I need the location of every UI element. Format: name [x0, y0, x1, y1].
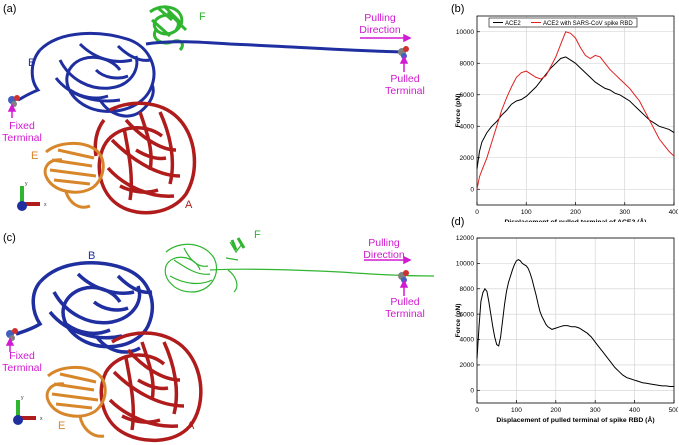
x-tick-label: 400 — [669, 209, 678, 216]
pulled-terminal-pointer — [399, 55, 409, 72]
chain-label-a-c: A — [187, 420, 195, 432]
chain-a-ribbon — [93, 101, 197, 215]
y-tick-label: 6000 — [460, 92, 475, 99]
pulled-terminal-pointer — [399, 279, 409, 296]
y-axis-label: Force (pN) — [455, 304, 462, 338]
fixed-terminal-pointer — [5, 337, 15, 352]
chain-b-ribbon — [15, 261, 154, 354]
series-line-1 — [476, 259, 674, 387]
x-tick-label: 300 — [619, 209, 630, 216]
y-tick-label: 10000 — [456, 261, 474, 268]
chain-a-ribbon — [99, 331, 203, 443]
y-tick-label: 4000 — [460, 123, 475, 130]
chart-b-force-vs-displacement: 01002003004000200040006000800010000Displ… — [455, 15, 678, 222]
panel-label-b: (b) — [451, 3, 465, 15]
x-tick-label: 0 — [475, 407, 479, 414]
legend-entry-2: ACE2 with SARS-CoV spike RBD — [543, 21, 633, 27]
pulling-direction-arrow — [360, 33, 412, 43]
pulled-terminal-label-c: Pulled Terminal — [385, 296, 425, 320]
rbd-molecule-render-c: y x — [5, 237, 435, 443]
y-tick-label: 10000 — [456, 29, 474, 36]
chain-label-e-a: E — [31, 150, 39, 162]
panel-label-a: (a) — [3, 3, 17, 15]
x-tick-label: 0 — [475, 209, 479, 216]
ace2-molecule-render-a: y x — [7, 4, 412, 215]
x-tick-label: 300 — [590, 407, 601, 414]
chain-b-ribbon — [17, 31, 401, 118]
y-axis-label: Force (pN) — [455, 94, 462, 128]
chart-d-force-vs-displacement: 0 100 200 300 400 500 0 2000 4000 6000 8000 10000 12… — [455, 235, 678, 424]
pulled-terminal-sphere — [398, 270, 409, 283]
chain-e-ribbon — [43, 142, 105, 209]
y-tick-label: 8000 — [460, 286, 475, 293]
fixed-terminal-pointer — [7, 103, 17, 118]
fixed-terminal-sphere — [8, 95, 20, 107]
axis-x-label: x — [44, 202, 47, 208]
x-axis-label: Displacement of pulled terminal of spike… — [496, 415, 654, 424]
y-tick-label: 6000 — [460, 311, 475, 318]
fixed-terminal-sphere — [6, 328, 18, 341]
legend-box — [488, 17, 638, 28]
pulling-direction-arrow — [364, 255, 412, 265]
x-tick-label: 100 — [511, 407, 522, 414]
legend-entry-1: ACE2 — [505, 21, 521, 27]
y-tick-label: 0 — [470, 388, 474, 395]
fixed-terminal-label-a: Fixed Terminal — [2, 120, 42, 144]
fixed-terminal-label-c: Fixed Terminal — [2, 350, 42, 374]
x-tick-label: 200 — [550, 407, 561, 414]
y-tick-label: 0 — [470, 186, 474, 193]
series-line-2 — [476, 31, 675, 190]
x-tick-label: 500 — [669, 407, 678, 414]
chain-label-f-a: F — [199, 11, 206, 23]
chain-label-b-a: B — [28, 57, 36, 69]
x-tick-label: 200 — [570, 209, 581, 216]
pulling-direction-label-c: Pulling Direction — [363, 237, 405, 261]
y-tick-label: 2000 — [460, 155, 475, 162]
chain-label-b-c: B — [88, 250, 96, 262]
chain-e-ribbon — [45, 366, 107, 438]
plot-frame — [476, 237, 675, 404]
series-line-1 — [476, 56, 675, 169]
coordinate-axes-icon: y x — [17, 181, 47, 211]
y-tick-label: 4000 — [460, 337, 475, 344]
y-tick-label: 8000 — [460, 60, 475, 67]
panel-label-c: (c) — [3, 232, 16, 244]
pulling-direction-label-a: Pulling Direction — [359, 12, 401, 36]
chain-f-helix — [230, 237, 246, 251]
chain-label-a-a: A — [185, 199, 193, 211]
y-tick-label: 12000 — [456, 235, 474, 242]
coordinate-axes-icon: y x — [13, 395, 43, 425]
axis-y-label: y — [25, 181, 28, 187]
panel-label-d: (d) — [451, 216, 465, 228]
chain-label-f-c: F — [254, 229, 261, 241]
axis-x-label: x — [40, 416, 43, 422]
axis-y-label: y — [21, 395, 24, 401]
pulled-terminal-label-a: Pulled Terminal — [385, 73, 425, 97]
x-tick-label: 100 — [521, 209, 532, 216]
x-axis-label: Displacement of pulled terminal of ACE2 … — [504, 217, 646, 222]
chain-label-e-c: E — [58, 420, 66, 432]
x-tick-label: 400 — [629, 407, 640, 414]
y-tick-label: 2000 — [460, 362, 475, 369]
